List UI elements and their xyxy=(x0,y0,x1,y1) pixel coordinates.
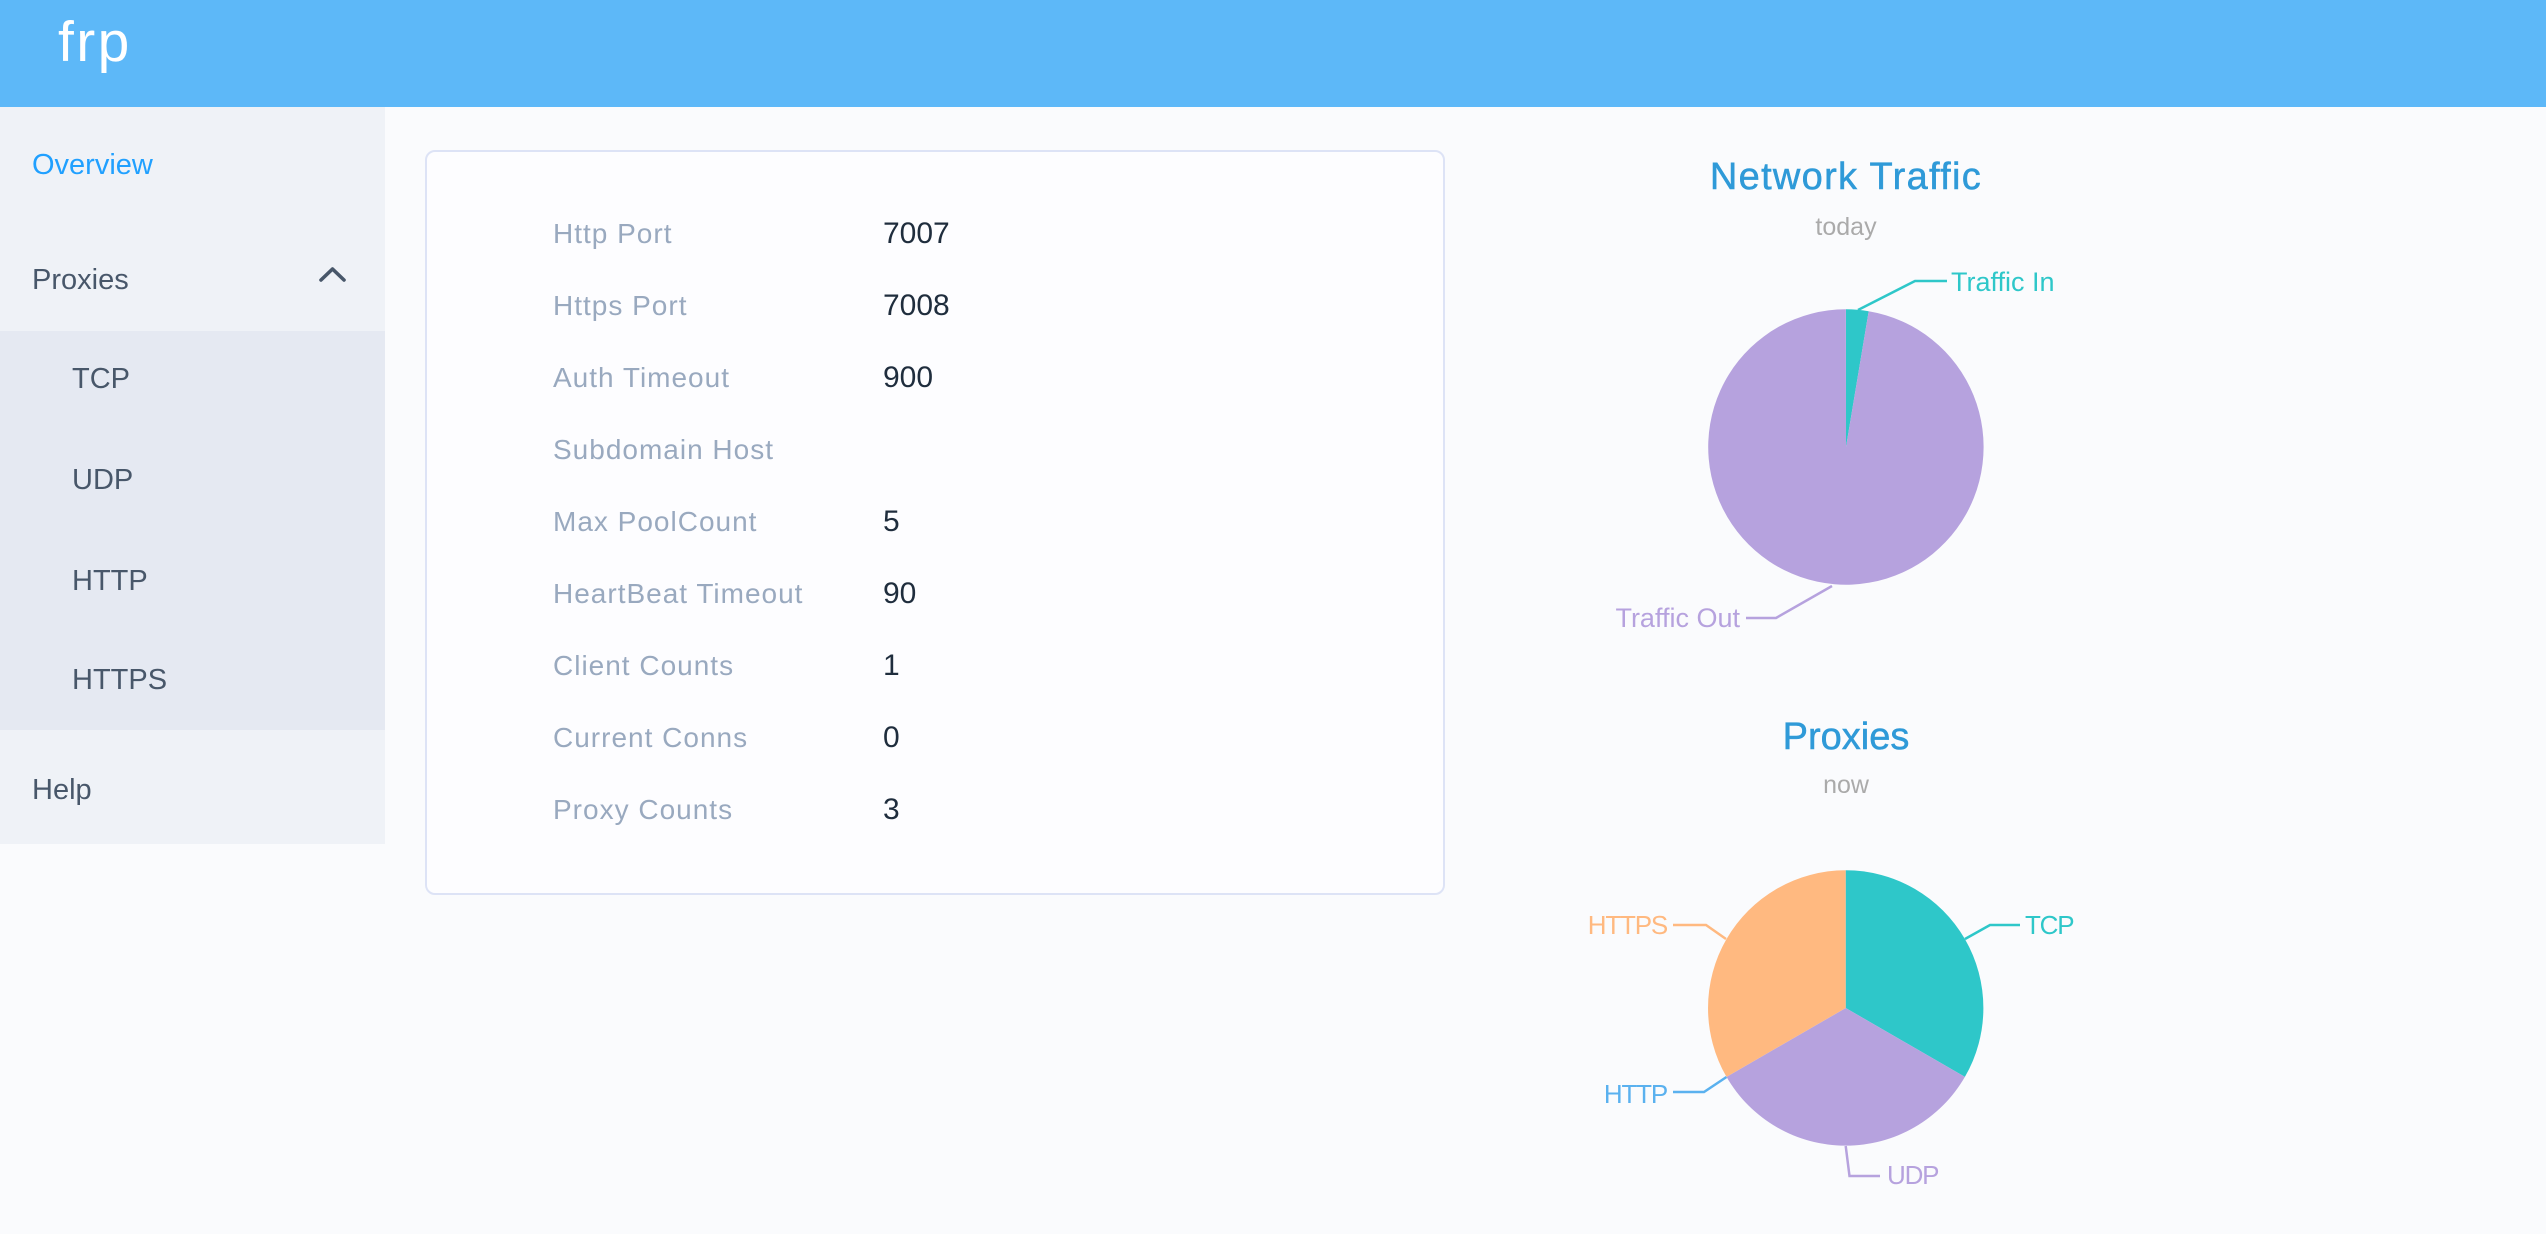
svg-text:Network Traffic: Network Traffic xyxy=(1710,156,1982,198)
svg-text:TCP: TCP xyxy=(2025,910,2073,940)
svg-text:Proxies: Proxies xyxy=(1783,716,1910,758)
svg-text:Traffic In: Traffic In xyxy=(1951,267,2055,297)
svg-text:now: now xyxy=(1823,771,1870,799)
svg-text:HTTP: HTTP xyxy=(1604,1079,1667,1109)
svg-text:Traffic Out: Traffic Out xyxy=(1615,603,1740,633)
svg-text:today: today xyxy=(1815,213,1877,241)
svg-text:UDP: UDP xyxy=(1887,1160,1938,1190)
svg-text:HTTPS: HTTPS xyxy=(1588,910,1668,940)
